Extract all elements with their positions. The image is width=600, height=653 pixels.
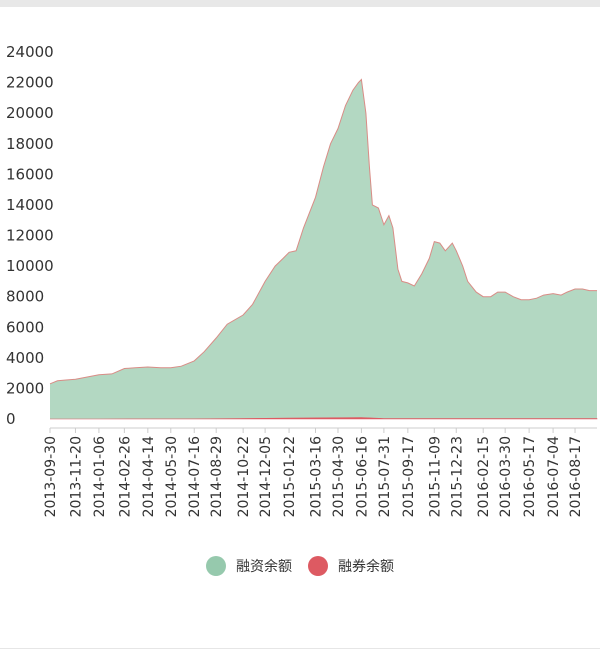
x-tick-label: 2015-09-17: [401, 436, 417, 517]
y-tick-label: 16000: [6, 165, 54, 183]
x-tick-label: 2016-08-17: [568, 436, 584, 517]
bottom-divider-line: [0, 648, 600, 649]
x-tick-label: 2014-10-22: [236, 436, 252, 517]
x-tick-label: 2016-03-30: [498, 436, 514, 517]
x-tick-label: 2014-01-06: [92, 436, 108, 517]
legend: 融资余额 融券余额: [0, 556, 600, 576]
legend-label-securities-lending: 融券余额: [338, 559, 394, 575]
x-tick-label: 2013-09-30: [43, 436, 59, 517]
plot-area: [49, 78, 598, 420]
x-tick-label: 2016-05-17: [522, 436, 538, 517]
x-axis: 2013-09-30 2013-11-20 2014-01-06 2014-02-26…: [43, 427, 597, 517]
y-tick-label: 8000: [6, 288, 44, 306]
financing-balance-area: [50, 79, 597, 419]
y-tick-label: 6000: [6, 318, 44, 336]
x-tick-label: 2015-07-31: [377, 436, 393, 517]
area-chart: 0 2000 4000 6000 8000 10000 12000 14000 16000 180…: [6, 43, 598, 517]
x-tick-label: 2015-03-16: [309, 436, 325, 517]
legend-item-financing-balance[interactable]: 融资余额: [206, 556, 292, 576]
legend-swatch-securities-lending: [308, 556, 328, 576]
x-tick-label: 2015-12-23: [449, 436, 465, 517]
y-tick-label: 2000: [6, 379, 44, 397]
x-tick-label: 2014-04-14: [141, 436, 157, 517]
legend-item-securities-lending-balance[interactable]: 融券余额: [308, 556, 394, 576]
x-tick-label: 2014-08-29: [209, 436, 225, 517]
x-tick-label: 2014-12-05: [258, 436, 274, 517]
y-tick-label: 24000: [6, 43, 54, 61]
y-tick-label: 22000: [6, 74, 54, 92]
y-tick-label: 18000: [6, 135, 54, 153]
financing-balance-line: [49, 78, 597, 385]
x-tick-label: 2015-04-30: [331, 436, 347, 517]
y-tick-label: 0: [6, 410, 16, 428]
y-tick-label: 14000: [6, 196, 54, 214]
legend-label-financing: 融资余额: [236, 559, 292, 575]
x-tick-label: 2016-02-15: [476, 436, 492, 517]
y-tick-label: 20000: [6, 104, 54, 122]
x-tick-label: 2013-11-20: [68, 436, 84, 517]
securities-lending-area: [50, 417, 598, 420]
x-tick-label: 2016-07-04: [546, 436, 562, 517]
y-tick-label: 4000: [6, 349, 44, 367]
x-tick-label: 2014-02-26: [117, 436, 133, 517]
y-axis: 0 2000 4000 6000 8000 10000 12000 14000 16000 180…: [6, 43, 54, 428]
x-tick-label: 2014-05-30: [164, 436, 180, 517]
x-tick-label: 2015-06-16: [354, 436, 370, 517]
top-divider-bar: [0, 0, 600, 7]
x-tick-label: 2015-01-22: [282, 436, 298, 517]
y-tick-label: 10000: [6, 257, 54, 275]
y-tick-label: 12000: [6, 227, 54, 245]
legend-swatch-financing: [206, 556, 226, 576]
x-tick-label: 2014-07-16: [187, 436, 203, 517]
x-tick-label: 2015-11-09: [427, 436, 443, 517]
